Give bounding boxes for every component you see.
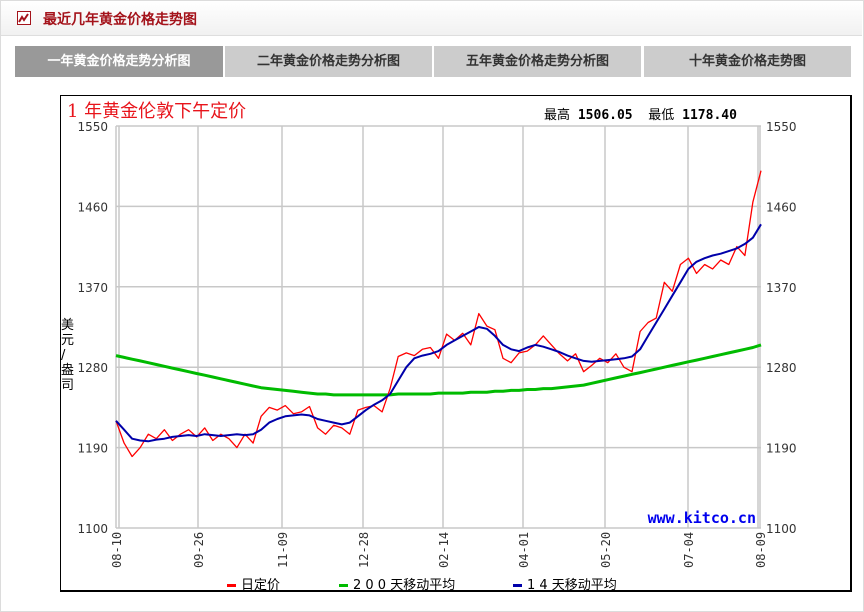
legend-swatch-red xyxy=(227,584,236,587)
low-label: 最低 xyxy=(648,108,675,123)
y-tick-left: 1460 xyxy=(77,200,108,214)
y-tick-right: 1550 xyxy=(766,120,797,134)
x-tick-label: 12-28 xyxy=(357,532,371,568)
y-axis-label-char: / xyxy=(61,348,66,363)
section-title: 最近几年黄金价格走势图 xyxy=(43,12,197,28)
x-tick-label: 08-10 xyxy=(110,532,124,568)
legend-ma200: 2 0 0 天移动平均 xyxy=(339,574,455,593)
legend-ma14: 1 4 天移动平均 xyxy=(513,574,617,593)
section-header: 最近几年黄金价格走势图 xyxy=(1,1,862,36)
series-line xyxy=(115,223,762,443)
x-tick-label: 07-04 xyxy=(682,532,696,568)
y-tick-left: 1550 xyxy=(77,120,108,134)
y-tick-right: 1190 xyxy=(766,442,797,456)
high-label: 最高 xyxy=(544,108,571,123)
x-tick-label: 05-20 xyxy=(599,532,613,568)
watermark: www.kitco.cn xyxy=(648,509,756,527)
legend-swatch-blue xyxy=(513,584,522,587)
tab-five-year[interactable]: 五年黄金价格走势分析图 xyxy=(434,46,641,77)
legend-label: 2 0 0 天移动平均 xyxy=(353,578,456,593)
legend-swatch-green xyxy=(339,584,348,587)
y-tick-left: 1370 xyxy=(77,281,108,295)
y-tick-left: 1280 xyxy=(77,361,108,375)
chart-title: 1 年黄金伦敦下午定价 xyxy=(67,101,247,122)
y-axis-label-char: 盎 xyxy=(61,363,75,378)
legend-label: 1 4 天移动平均 xyxy=(527,578,617,593)
high-low-stats: 最高 1506.05 最低 1178.40 xyxy=(544,104,737,123)
x-tick-label: 11-09 xyxy=(276,532,290,568)
y-axis-label: 美 元 / 盎 司 xyxy=(61,318,75,393)
y-tick-left: 1100 xyxy=(77,522,108,536)
x-tick-label: 04-01 xyxy=(517,532,531,568)
line-chart-icon xyxy=(17,11,31,25)
series-line xyxy=(115,170,762,458)
legend-daily: 日定价 xyxy=(227,574,280,593)
y-tick-right: 1370 xyxy=(766,281,797,295)
tab-two-year[interactable]: 二年黄金价格走势分析图 xyxy=(225,46,432,77)
tab-one-year[interactable]: 一年黄金价格走势分析图 xyxy=(15,46,223,77)
x-tick-label: 02-14 xyxy=(437,532,451,568)
y-tick-left: 1190 xyxy=(77,442,108,456)
y-axis-label-char: 美 xyxy=(61,318,75,333)
gold-price-chart: 1100 1100 1190 1190 1280 1280 1370 1370 1460 1460… xyxy=(60,95,852,593)
y-tick-right: 1100 xyxy=(766,522,797,536)
x-tick-label: 09-26 xyxy=(192,532,206,568)
legend-label: 日定价 xyxy=(241,578,281,593)
chart-plot-area: 1100 1100 1190 1190 1280 1280 1370 1370 1460 1460… xyxy=(77,120,797,568)
y-axis-label-char: 元 xyxy=(61,333,75,348)
series-line xyxy=(115,343,762,397)
y-tick-right: 1280 xyxy=(766,361,797,375)
high-value: 1506.05 xyxy=(577,108,633,123)
tab-ten-year[interactable]: 十年黄金价格走势图 xyxy=(644,46,851,77)
y-tick-right: 1460 xyxy=(766,200,797,214)
x-tick-label: 08-09 xyxy=(754,532,768,568)
low-value: 1178.40 xyxy=(682,108,737,123)
y-axis-label-char: 司 xyxy=(61,378,75,393)
